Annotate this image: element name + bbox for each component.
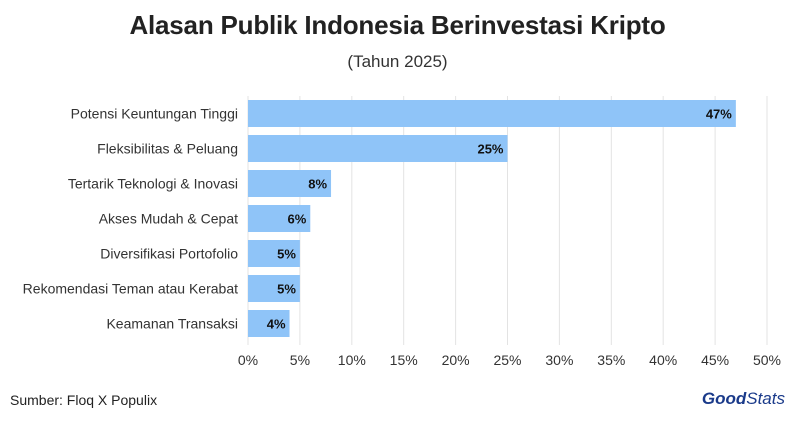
goodstats-logo: GoodStats [702, 389, 785, 409]
x-tick-label: 25% [493, 352, 521, 368]
bar [248, 135, 508, 162]
bar [248, 240, 300, 267]
source-note: Sumber: Floq X Populix [10, 392, 158, 408]
bar [248, 170, 332, 197]
x-tick-label: 15% [390, 352, 418, 368]
bar [248, 205, 311, 232]
category-label: Rekomendasi Teman atau Kerabat [23, 281, 238, 297]
category-label: Diversifikasi Portofolio [100, 246, 238, 262]
category-label: Fleksibilitas & Peluang [97, 141, 238, 157]
x-tick-label: 40% [649, 352, 677, 368]
data-label: 25% [477, 142, 503, 157]
x-tick-label: 0% [238, 352, 258, 368]
data-label: 6% [287, 212, 306, 227]
x-tick-label: 20% [442, 352, 470, 368]
category-label: Tertarik Teknologi & Inovasi [68, 176, 238, 192]
x-tick-label: 5% [290, 352, 310, 368]
data-label: 5% [277, 282, 296, 297]
category-label: Potensi Keuntungan Tinggi [71, 106, 238, 122]
bar [248, 100, 736, 127]
data-label: 4% [267, 317, 286, 332]
bar [248, 275, 300, 302]
category-label: Keamanan Transaksi [106, 316, 238, 332]
brand-bold-text: Good [701, 389, 747, 408]
chart-subtitle: (Tahun 2025) [347, 52, 448, 71]
data-label: 5% [277, 247, 296, 262]
data-label: 8% [308, 177, 327, 192]
category-label: Akses Mudah & Cepat [99, 211, 238, 227]
x-tick-label: 30% [545, 352, 573, 368]
x-tick-label: 35% [597, 352, 625, 368]
x-tick-label: 50% [753, 352, 781, 368]
x-tick-label: 45% [701, 352, 729, 368]
x-tick-label: 10% [338, 352, 366, 368]
bar-chart: 0% 5% 10% 15% 20% 25% 30% 35% 40% 45% 50% Potensi K… [23, 96, 781, 368]
data-label: 47% [706, 107, 732, 122]
bar [248, 310, 290, 337]
chart-title: Alasan Publik Indonesia Berinvestasi Kri… [129, 10, 666, 40]
brand-light-text: Stats [746, 389, 785, 408]
